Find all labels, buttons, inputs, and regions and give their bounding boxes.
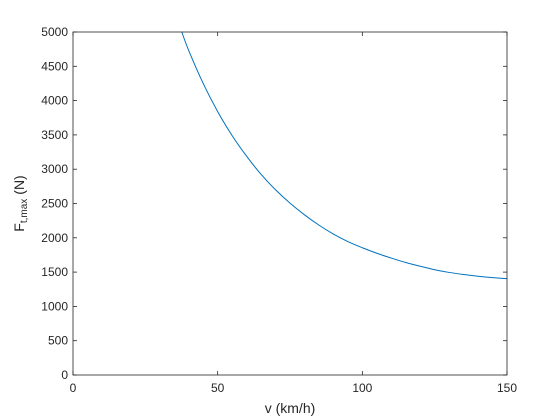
series-line <box>181 31 508 280</box>
y-tick-label: 0 <box>61 368 68 382</box>
tick-labels-group: 0 50 100 1500500100015002000250030003500400… <box>41 25 517 395</box>
y-axis-label-unit: (N) <box>11 175 27 194</box>
plot-frame <box>72 31 508 376</box>
y-tick-label: 1000 <box>41 299 68 313</box>
y-tick-label: 3000 <box>41 162 68 176</box>
x-tick-label: 100 <box>352 381 372 395</box>
y-axis-label-subscript: t,max <box>19 199 30 223</box>
series-group <box>181 31 508 280</box>
y-axis-label: Ft,max (N) <box>11 175 30 231</box>
y-tick-label: 2500 <box>41 197 68 211</box>
y-tick-label: 5000 <box>41 25 68 39</box>
y-tick-label: 2000 <box>41 231 68 245</box>
y-tick-label: 4500 <box>41 59 68 73</box>
y-tick-label: 1500 <box>41 265 68 279</box>
x-tick-label: 50 <box>211 381 225 395</box>
y-tick-label: 3500 <box>41 128 68 142</box>
y-tick-label: 4000 <box>41 94 68 108</box>
x-tick-label: 0 <box>70 381 77 395</box>
y-tick-label: 500 <box>48 334 68 348</box>
x-axis-label: v (km/h) <box>265 400 316 416</box>
x-tick-label: 150 <box>497 381 517 395</box>
y-axis-label-main: F <box>11 223 27 232</box>
